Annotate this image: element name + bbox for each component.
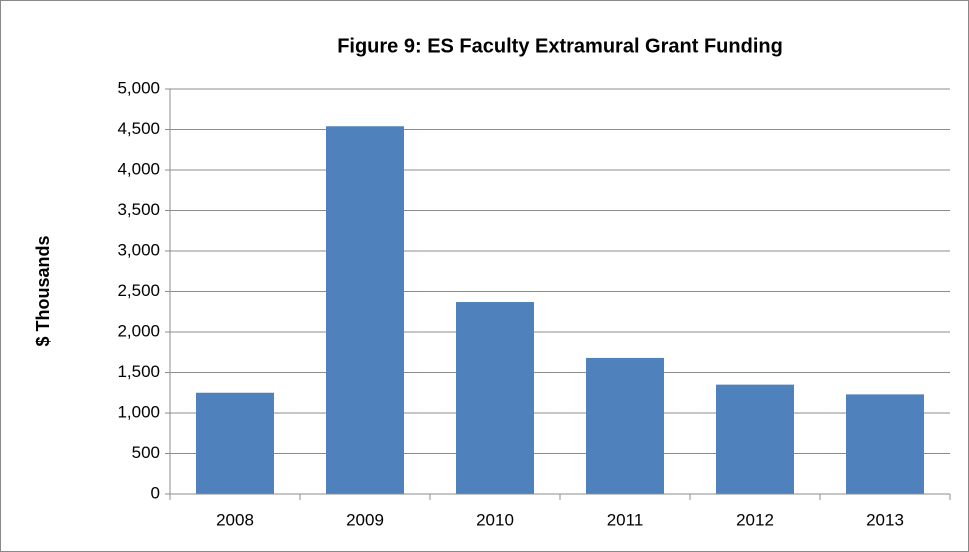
y-tick-label: 500 xyxy=(132,443,160,462)
bar xyxy=(846,394,924,494)
bar xyxy=(586,357,664,494)
x-tick-label: 2010 xyxy=(476,510,514,529)
y-tick-label: 0 xyxy=(151,483,160,502)
y-tick-label: 4,000 xyxy=(117,159,160,178)
x-tick-label: 2009 xyxy=(346,510,384,529)
y-tick-label: 2,500 xyxy=(117,281,160,300)
x-tick-label: 2012 xyxy=(736,510,774,529)
x-tick-label: 2013 xyxy=(866,510,904,529)
y-tick-label: 2,000 xyxy=(117,321,160,340)
y-tick-label: 5,000 xyxy=(117,78,160,97)
y-tick-label: 4,500 xyxy=(117,119,160,138)
bar xyxy=(456,302,534,494)
x-tick-label: 2011 xyxy=(607,510,644,529)
y-tick-label: 1,000 xyxy=(117,402,160,421)
x-tick-label: 2008 xyxy=(216,510,254,529)
chart-title: Figure 9: ES Faculty Extramural Grant Fu… xyxy=(337,35,783,57)
bar xyxy=(196,392,274,494)
bar xyxy=(716,384,794,494)
y-tick-label: 1,500 xyxy=(117,362,160,381)
y-tick-label: 3,500 xyxy=(117,200,160,219)
bar xyxy=(326,126,404,494)
y-axis-label: $ Thousands xyxy=(33,235,53,346)
y-tick-label: 3,000 xyxy=(117,240,160,259)
